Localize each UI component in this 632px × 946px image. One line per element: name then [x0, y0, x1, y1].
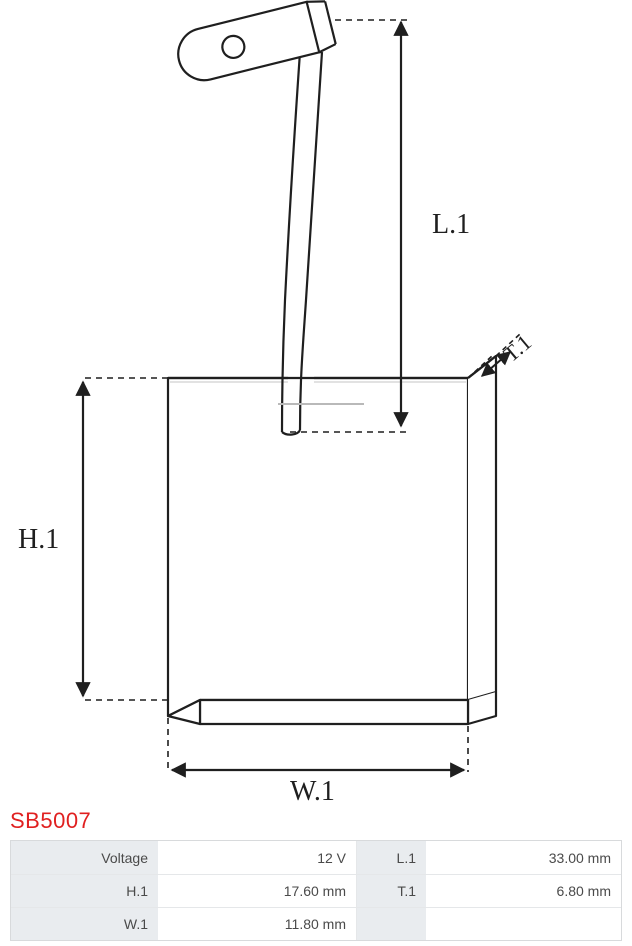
- spec-row: Voltage 12 V L.1 33.00 mm: [11, 841, 621, 874]
- spec-label: Voltage: [11, 841, 158, 874]
- spec-value: 33.00 mm: [426, 841, 621, 874]
- dim-label-h1: H.1: [18, 524, 59, 555]
- spec-table: Voltage 12 V L.1 33.00 mm H.1 17.60 mm T…: [10, 840, 622, 941]
- spec-label: W.1: [11, 908, 158, 940]
- spec-label: H.1: [11, 875, 158, 907]
- dim-label-t1: T.1: [498, 330, 536, 367]
- spec-value: 17.60 mm: [158, 875, 356, 907]
- spec-row: H.1 17.60 mm T.1 6.80 mm: [11, 874, 621, 907]
- spec-value: [426, 908, 621, 940]
- technical-diagram: L.1 H.1 W.1 T.1: [0, 0, 632, 805]
- spec-label: L.1: [356, 841, 426, 874]
- spec-label: [356, 908, 426, 940]
- dim-label-l1: L.1: [432, 209, 470, 240]
- spec-value: 12 V: [158, 841, 356, 874]
- product-code: SB5007: [10, 808, 91, 834]
- spec-value: 6.80 mm: [426, 875, 621, 907]
- spec-value: 11.80 mm: [158, 908, 356, 940]
- dim-label-w1: W.1: [290, 776, 335, 805]
- spec-label: T.1: [356, 875, 426, 907]
- spec-row: W.1 11.80 mm: [11, 907, 621, 940]
